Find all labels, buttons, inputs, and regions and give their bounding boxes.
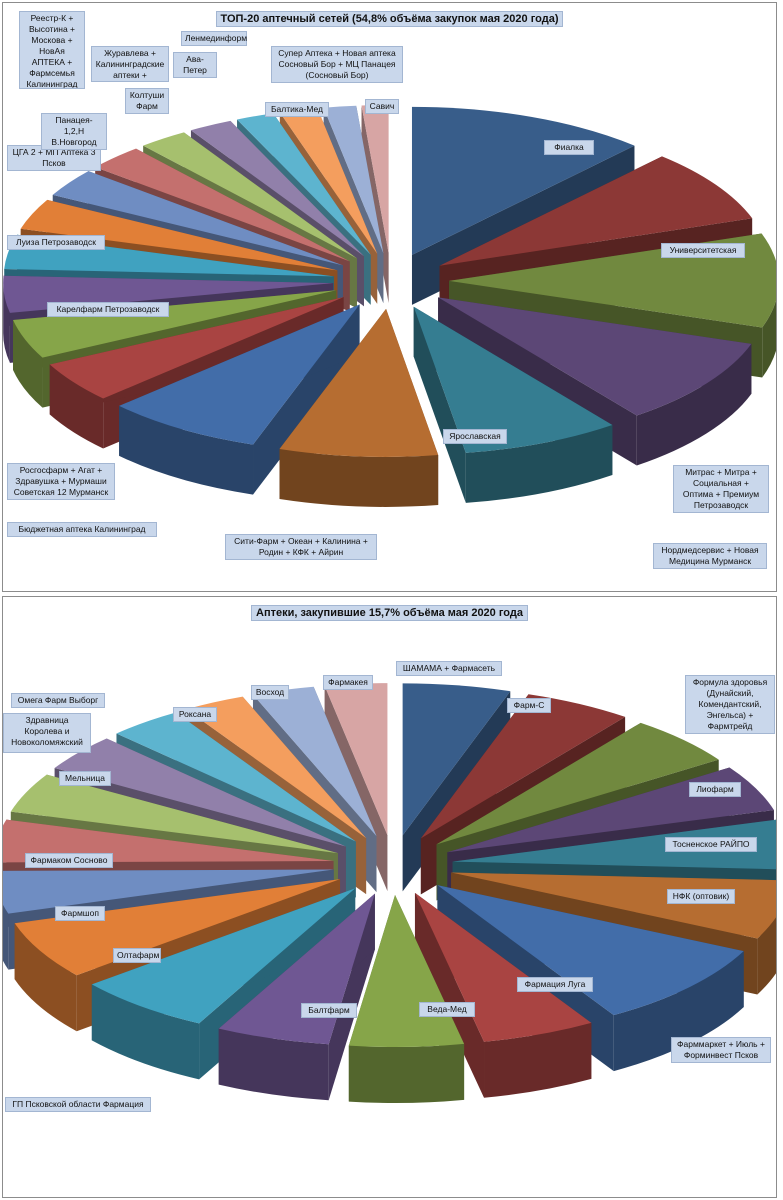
data-label: Росгосфарм + Агат + Здравушка + Мурмаши … — [7, 463, 115, 500]
data-label: Карелфарм Петрозаводск — [47, 302, 169, 317]
data-label: Савич — [365, 99, 399, 114]
data-label: Фармаком Сосново — [25, 853, 113, 868]
data-label: Нордмедсервис + Новая Медицина Мурманск — [653, 543, 767, 569]
pie-slice — [91, 888, 356, 1080]
chart-title-top: ТОП-20 аптечный сетей (54,8% объёма заку… — [3, 9, 776, 27]
pie-slice — [119, 304, 360, 495]
data-label: Балтфарм — [301, 1003, 357, 1018]
data-label: Роксана — [173, 707, 217, 722]
data-label: Университетская — [661, 243, 745, 258]
data-label: Фарм-С — [507, 698, 551, 713]
data-label: ШАМАМА + Фармасеть — [396, 661, 502, 676]
data-label: Восход — [251, 685, 289, 700]
chart-panel-top: ТОП-20 аптечный сетей (54,8% объёма заку… — [2, 2, 777, 592]
data-label: Лиофарм — [689, 782, 741, 797]
data-label: Фиалка — [544, 140, 594, 155]
data-label: Фармшоп — [55, 906, 105, 921]
data-label: Луиза Петрозаводск — [7, 235, 105, 250]
data-label: Фарммаркет + Июль + Форминвест Псков — [671, 1037, 771, 1063]
data-label: Ярославская — [443, 429, 507, 444]
data-label: Супер Аптека + Новая аптека Сосновый Бор… — [271, 46, 403, 83]
data-label: Омега Фарм Выборг — [11, 693, 105, 708]
data-label: Фармация Луга — [517, 977, 593, 992]
data-label: Митрас + Митра + Социальная + Оптима + П… — [673, 465, 769, 513]
pie-chart-top — [3, 105, 776, 507]
data-label: ГП Псковской области Фармация — [5, 1097, 151, 1112]
chart-title-text: Аптеки, закупившие 15,7% объёма мая 2020… — [251, 605, 528, 621]
data-label: Реестр-К + Высотина + Москова + НовАя АП… — [19, 11, 85, 89]
chart-title-bottom: Аптеки, закупившие 15,7% объёма мая 2020… — [3, 603, 776, 621]
data-label: Фармакея — [323, 675, 373, 690]
data-label: Формула здоровья (Дунайский, Комендантск… — [685, 675, 775, 734]
data-label: Тосненское РАЙПО — [665, 837, 757, 852]
data-label: Олтафарм — [113, 948, 161, 963]
data-label: Колтуши Фарм — [125, 88, 169, 114]
pie-chart-bottom — [3, 683, 776, 1103]
data-label: Веда-Мед — [419, 1002, 475, 1017]
data-label: Ава-Петер — [173, 52, 217, 78]
data-label: Журавлева + Калининградские аптеки + Фрэ… — [91, 46, 169, 82]
chart-title-text: ТОП-20 аптечный сетей (54,8% объёма заку… — [215, 11, 564, 27]
pie-slice — [414, 892, 592, 1098]
data-label: Панацея- 1,2,Н В.Новгород — [41, 113, 107, 150]
data-label: Ленмединформ — [181, 31, 247, 46]
data-label: Балтика-Мед — [265, 102, 329, 117]
data-label: Здравница Королева и Новоколомяжский — [3, 713, 91, 753]
pie-slice — [279, 308, 439, 507]
pie-slice — [413, 306, 613, 503]
chart-panel-bottom: Аптеки, закупившие 15,7% объёма мая 2020… — [2, 596, 777, 1198]
data-label: Мельница — [59, 771, 111, 786]
data-label: Бюджетная аптека Калининград — [7, 522, 157, 537]
data-label: НФК (оптовик) — [667, 889, 735, 904]
data-label: Сити-Фарм + Океан + Калинина + Родин + К… — [225, 534, 377, 560]
